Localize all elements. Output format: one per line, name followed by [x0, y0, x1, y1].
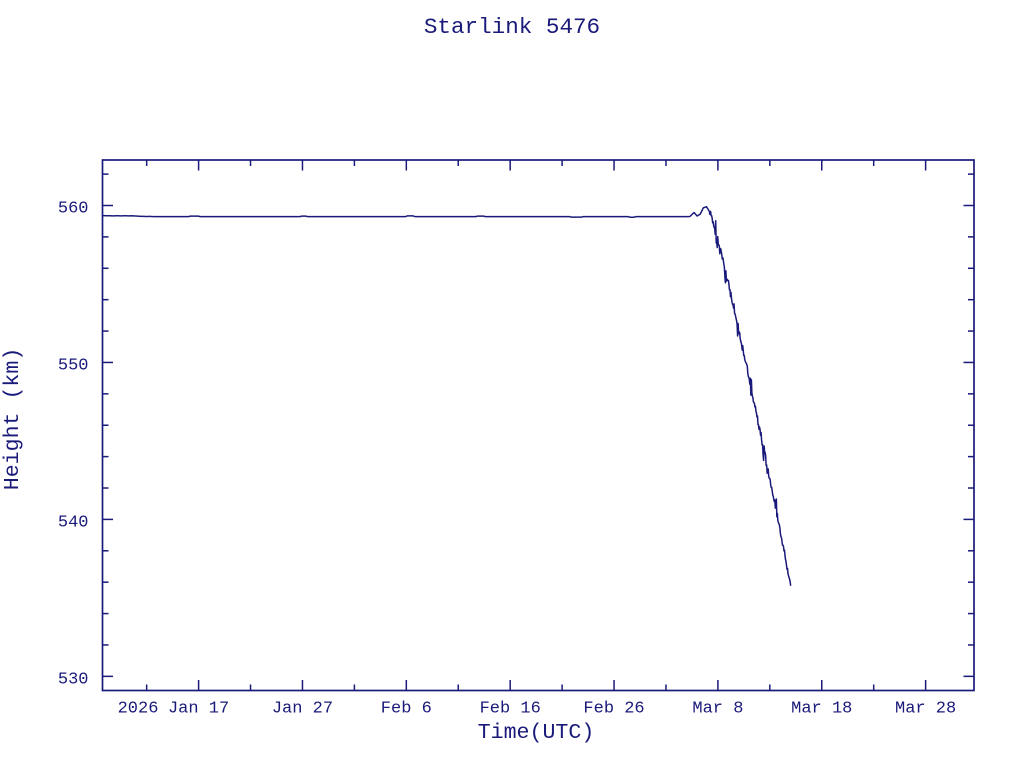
svg-text:Mar 18: Mar 18 [791, 700, 852, 719]
svg-text:Mar 28: Mar 28 [895, 700, 956, 719]
svg-text:Feb 26: Feb 26 [583, 700, 644, 719]
svg-text:Starlink 5476: Starlink 5476 [424, 14, 600, 40]
svg-text:Time(UTC): Time(UTC) [478, 721, 595, 745]
svg-text:Mar 8: Mar 8 [692, 700, 743, 719]
svg-text:540: 540 [58, 513, 89, 532]
svg-text:550: 550 [58, 356, 89, 375]
svg-text:2026: 2026 [118, 700, 159, 719]
svg-text:Feb 16: Feb 16 [480, 700, 541, 719]
svg-text:560: 560 [58, 200, 89, 219]
svg-text:Height (km): Height (km) [1, 348, 25, 491]
svg-text:530: 530 [58, 670, 89, 689]
svg-text:Feb 6: Feb 6 [381, 700, 432, 719]
svg-text:Jan 17: Jan 17 [168, 700, 229, 719]
svg-text:Jan 27: Jan 27 [272, 700, 333, 719]
